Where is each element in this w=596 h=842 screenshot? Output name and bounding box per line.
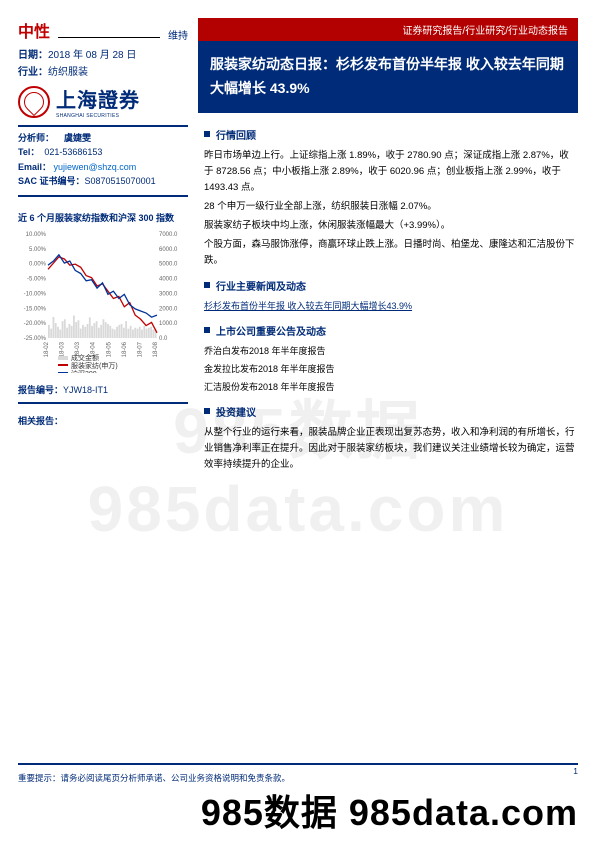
chart-svg: 10.00% 5.00% 0.00% -5.00% -10.00% -15.00% -20.… bbox=[18, 228, 183, 373]
body: 行情回顾 昨日市场单边上行。上证综指上涨 1.89%，收于 2780.90 点；… bbox=[204, 127, 578, 473]
divider bbox=[18, 402, 188, 404]
svg-text:0.0: 0.0 bbox=[159, 336, 168, 342]
page: 中性 维持 日期：2018 年 08 月 28 日 行业：纺织服装 上海證券 S… bbox=[0, 0, 596, 842]
footer-text: 重要提示：请务必阅读尾页分析师承诺、公司业务资格说明和免责条款。 bbox=[18, 773, 290, 783]
footer: 重要提示：请务必阅读尾页分析师承诺、公司业务资格说明和免责条款。 1 bbox=[18, 763, 578, 786]
svg-text:10.00%: 10.00% bbox=[26, 232, 47, 238]
svg-text:4000.0: 4000.0 bbox=[159, 276, 178, 282]
svg-text:18-08: 18-08 bbox=[153, 341, 159, 357]
left-column: 中性 维持 日期：2018 年 08 月 28 日 行业：纺织服装 上海證券 S… bbox=[18, 18, 188, 427]
email[interactable]: yujiewen@shzq.com bbox=[54, 162, 137, 172]
svg-text:1000.0: 1000.0 bbox=[159, 321, 178, 327]
bullet-icon bbox=[204, 408, 210, 414]
report-id: 报告编号：YJW18-IT1 bbox=[18, 383, 188, 396]
svg-text:5.00%: 5.00% bbox=[29, 246, 47, 252]
related-reports: 相关报告： bbox=[18, 414, 188, 427]
svg-text:2000.0: 2000.0 bbox=[159, 306, 178, 312]
divider bbox=[18, 195, 188, 197]
industry-line: 行业：纺织服装 bbox=[18, 63, 188, 78]
date-line: 日期：2018 年 08 月 28 日 bbox=[18, 46, 188, 61]
analyst-block: 分析师： 虞婕雯 Tel： 021-53686153 Email： yujiew… bbox=[18, 131, 188, 189]
rating-row: 中性 维持 bbox=[18, 18, 188, 42]
svg-text:3000.0: 3000.0 bbox=[159, 291, 178, 297]
brand: 上海證券 SHANGHAI SECURITIES bbox=[18, 84, 188, 119]
brand-cn: 上海證券 bbox=[56, 84, 140, 113]
svg-text:18-03: 18-03 bbox=[60, 341, 66, 357]
banner: 证券研究报告/行业研究/行业动态报告 bbox=[198, 18, 578, 41]
svg-text:-15.00%: -15.00% bbox=[24, 306, 47, 312]
brand-logo-icon bbox=[18, 86, 50, 118]
news-link[interactable]: 杉杉发布首份半年报 收入较去年同期大幅增长43.9% bbox=[204, 301, 412, 311]
notice: 金发拉比发布2018 年半年度报告 bbox=[204, 362, 578, 377]
svg-text:0.00%: 0.00% bbox=[29, 261, 47, 267]
watermark: 985数据 985data.com bbox=[201, 784, 578, 836]
brand-en: SHANGHAI SECURITIES bbox=[56, 113, 140, 119]
rating: 中性 bbox=[18, 18, 50, 42]
page-num: 1 bbox=[573, 766, 578, 776]
svg-text:-25.00%: -25.00% bbox=[24, 336, 47, 342]
svg-text:-5.00%: -5.00% bbox=[27, 276, 47, 282]
para: 个股方面，森马服饰涨停，商赢环球止跌上涨。日播时尚、柏堡龙、康隆达和汇洁股份下跌… bbox=[204, 237, 578, 269]
rating-hold: 维持 bbox=[168, 27, 188, 42]
title: 服装家纺动态日报：杉杉发布首份半年报 收入较去年同期大幅增长 43.9% bbox=[198, 41, 578, 113]
svg-text:7000.0: 7000.0 bbox=[159, 232, 178, 238]
bullet-icon bbox=[204, 282, 210, 288]
bullet-icon bbox=[204, 131, 210, 137]
chart-title: 近 6 个月服装家纺指数和沪深 300 指数 bbox=[18, 211, 188, 224]
sec-h-4: 投资建议 bbox=[204, 404, 578, 419]
svg-text:18-07: 18-07 bbox=[137, 341, 143, 357]
bullet-icon bbox=[204, 327, 210, 333]
svg-text:18-02: 18-02 bbox=[44, 341, 50, 357]
footer-divider bbox=[18, 763, 578, 765]
svg-text:-20.00%: -20.00% bbox=[24, 321, 47, 327]
rating-sep bbox=[58, 37, 160, 38]
svg-text:成交金额: 成交金额 bbox=[71, 353, 99, 362]
divider bbox=[18, 125, 188, 127]
notice: 汇洁股份发布2018 年半年度报告 bbox=[204, 380, 578, 395]
svg-text:5000.0: 5000.0 bbox=[159, 261, 178, 267]
para: 从整个行业的运行来看，服装品牌企业正表现出复苏态势，收入和净利润的有所增长，行业… bbox=[204, 425, 578, 473]
para: 服装家纺子板块中均上涨，休闲服装涨幅最大（+3.99%）。 bbox=[204, 218, 578, 234]
sec-h-3: 上市公司重要公告及动态 bbox=[204, 323, 578, 338]
svg-text:6000.0: 6000.0 bbox=[159, 246, 178, 252]
svg-text:服装家纺(申万): 服装家纺(申万) bbox=[71, 361, 118, 370]
notice: 乔治白发布2018 年半年度报告 bbox=[204, 344, 578, 359]
sec-h-2: 行业主要新闻及动态 bbox=[204, 278, 578, 293]
para: 28 个申万一级行业全部上涨，纺织服装日涨幅 2.07%。 bbox=[204, 199, 578, 215]
sec-h-1: 行情回顾 bbox=[204, 127, 578, 142]
para: 昨日市场单边上行。上证综指上涨 1.89%，收于 2780.90 点；深证成指上… bbox=[204, 148, 578, 196]
svg-text:18-05: 18-05 bbox=[106, 341, 112, 357]
svg-text:18-06: 18-06 bbox=[122, 341, 128, 357]
right-column: 证券研究报告/行业研究/行业动态报告 服装家纺动态日报：杉杉发布首份半年报 收入… bbox=[198, 18, 578, 476]
chart: 10.00% 5.00% 0.00% -5.00% -10.00% -15.00% -20.… bbox=[18, 228, 183, 373]
svg-text:-10.00%: -10.00% bbox=[24, 291, 47, 297]
